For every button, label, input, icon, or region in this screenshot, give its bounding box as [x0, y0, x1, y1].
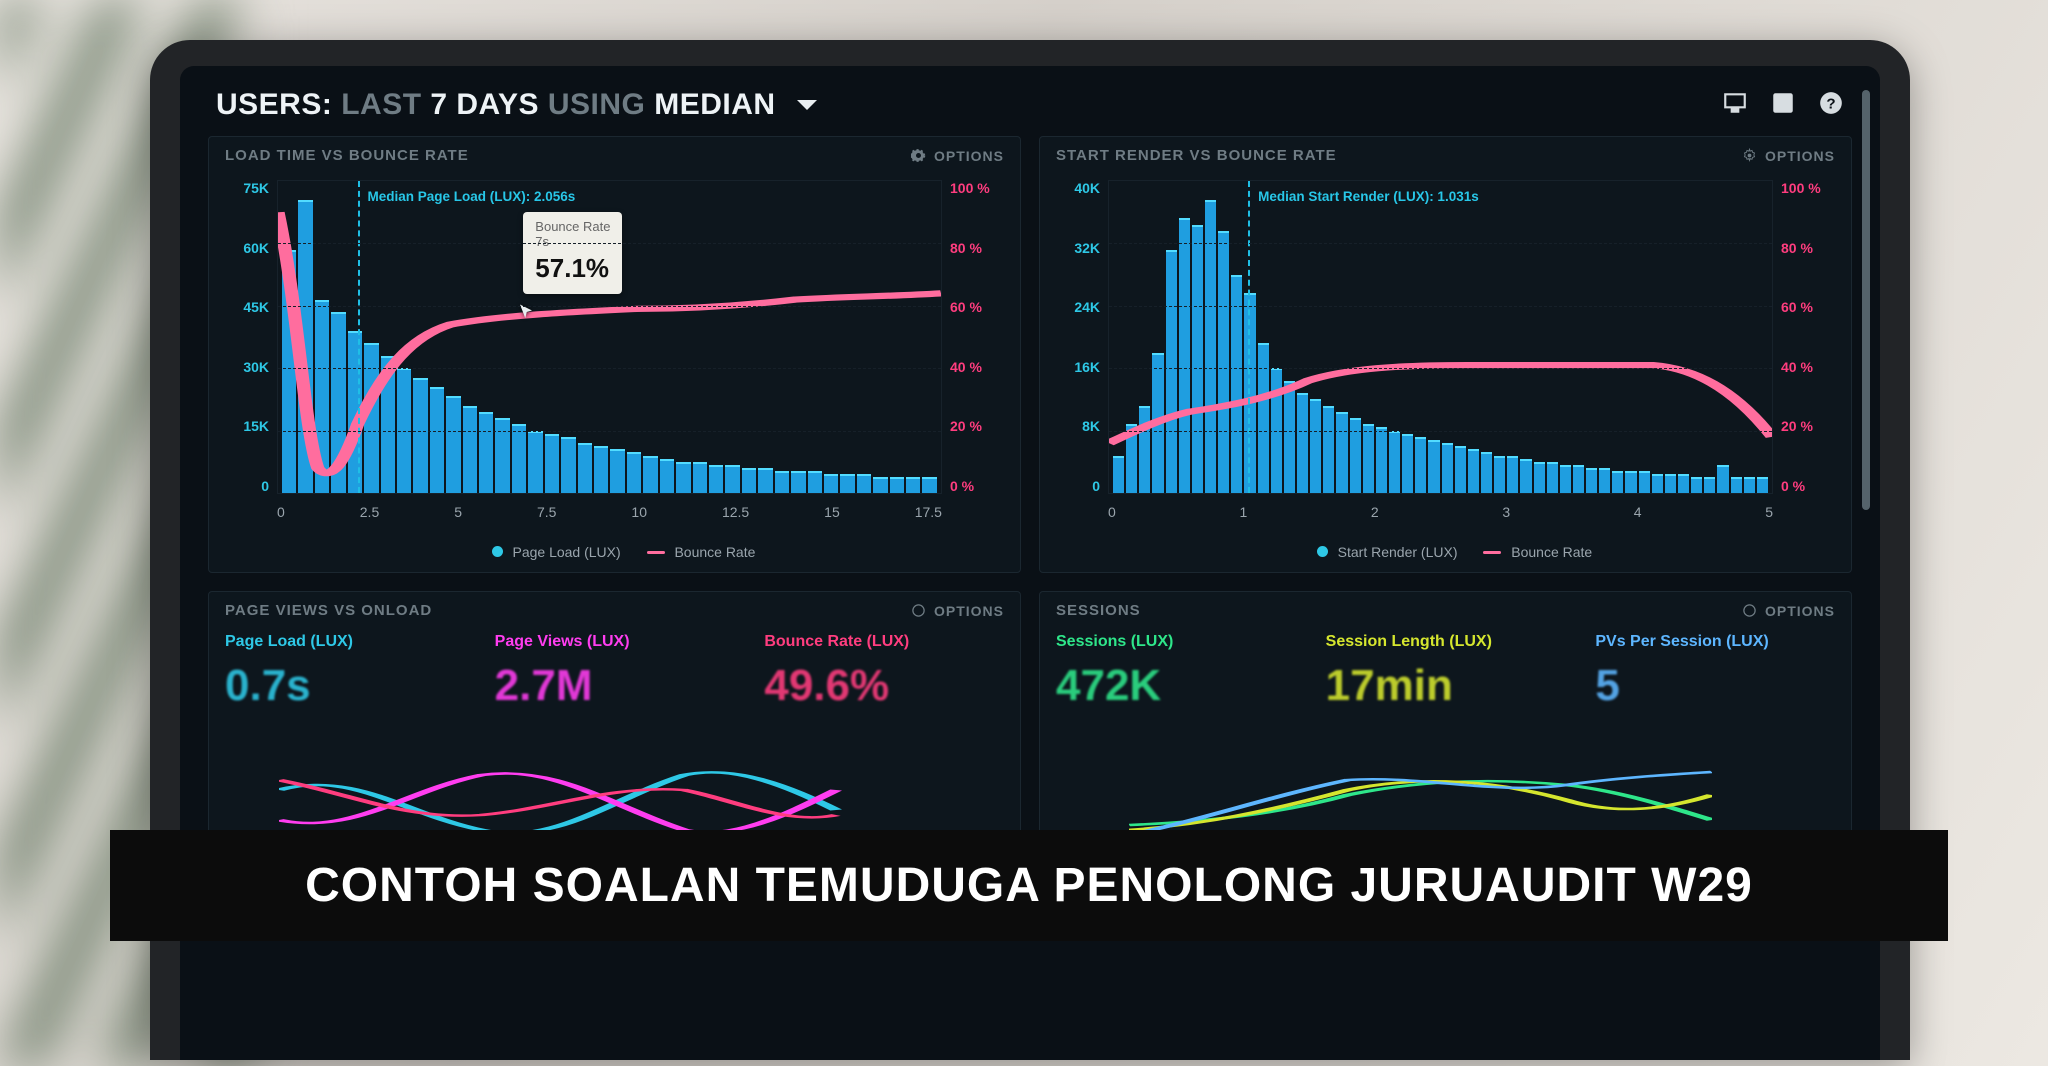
options-button[interactable]: OPTIONS [911, 148, 1004, 164]
scrollbar[interactable] [1862, 90, 1870, 510]
metric-value: 5 [1595, 651, 1835, 711]
monitor-icon[interactable] [1722, 90, 1748, 121]
options-button[interactable]: OPTIONS [1742, 603, 1835, 619]
legend-dot-bar [1317, 546, 1328, 557]
metric-value: 2.7M [495, 651, 735, 711]
gear-icon [911, 148, 926, 163]
metric-label: Session Length (LUX) [1326, 633, 1566, 651]
metric-label: Page Views (LUX) [495, 633, 735, 651]
caption-bar: CONTOH SOALAN TEMUDUGA PENOLONG JURUAUDI… [110, 830, 1948, 941]
y-axis-left: 75K60K45K30K15K0 [225, 180, 269, 494]
metric-label: PVs Per Session (LUX) [1595, 633, 1835, 651]
header-title[interactable]: USERS: LAST 7 DAYS USING MEDIAN [216, 88, 822, 122]
panel-title: PAGE VIEWS VS ONLOAD [225, 602, 432, 619]
median-line [1248, 181, 1250, 493]
chevron-down-icon[interactable] [792, 88, 822, 122]
tooltip: Bounce Rate 7s 57.1% [523, 212, 622, 294]
median-line [358, 181, 360, 493]
panel-title: SESSIONS [1056, 602, 1141, 619]
header: USERS: LAST 7 DAYS USING MEDIAN ? [208, 84, 1852, 136]
options-button[interactable]: OPTIONS [1742, 148, 1835, 164]
median-label: Median Start Render (LUX): 1.031s [1258, 189, 1479, 204]
metric-value: 49.6% [764, 651, 1004, 711]
legend: Page Load (LUX) Bounce Rate [225, 534, 1004, 560]
metric-value: 17min [1326, 651, 1566, 711]
help-icon[interactable]: ? [1818, 90, 1844, 121]
panel-title: START RENDER VS BOUNCE RATE [1056, 147, 1337, 164]
median-label: Median Page Load (LUX): 2.056s [368, 189, 576, 204]
share-icon[interactable] [1770, 90, 1796, 121]
header-median: MEDIAN [654, 88, 775, 121]
header-7days: 7 DAYS [430, 88, 539, 121]
metric-label: Page Load (LUX) [225, 633, 465, 651]
y-axis-left: 40K32K24K16K8K0 [1056, 180, 1100, 494]
panel-load-time: LOAD TIME VS BOUNCE RATE OPTIONS 75K60K4… [208, 136, 1021, 573]
metric-value: 472K [1056, 651, 1296, 711]
legend-dash-line [647, 551, 665, 554]
legend: Start Render (LUX) Bounce Rate [1056, 534, 1835, 560]
panel-start-render: START RENDER VS BOUNCE RATE OPTIONS 40K3… [1039, 136, 1852, 573]
header-prefix: USERS: [216, 88, 332, 121]
plot: Median Start Render (LUX): 1.031s [1108, 180, 1773, 494]
metric-value: 0.7s [225, 651, 465, 711]
panel-title: LOAD TIME VS BOUNCE RATE [225, 147, 469, 164]
header-using: USING [548, 88, 646, 121]
metric-label: Bounce Rate (LUX) [764, 633, 1004, 651]
gear-icon [911, 603, 926, 618]
legend-dash-line [1483, 551, 1501, 554]
chart-area[interactable]: 40K32K24K16K8K0 100 %80 %60 %40 %20 %0 %… [1056, 174, 1835, 534]
svg-text:?: ? [1826, 95, 1835, 112]
y-axis-right: 100 %80 %60 %40 %20 %0 % [950, 180, 1004, 494]
y-axis-right: 100 %80 %60 %40 %20 %0 % [1781, 180, 1835, 494]
header-last: LAST [341, 88, 421, 121]
options-button[interactable]: OPTIONS [911, 603, 1004, 619]
x-axis: 02.557.51012.51517.5 [277, 504, 942, 520]
legend-dot-bar [492, 546, 503, 557]
plot: Median Page Load (LUX): 2.056s Bounce Ra… [277, 180, 942, 494]
metric-label: Sessions (LUX) [1056, 633, 1296, 651]
gear-icon [1742, 603, 1757, 618]
chart-area[interactable]: 75K60K45K30K15K0 100 %80 %60 %40 %20 %0 … [225, 174, 1004, 534]
panel-sessions: SESSIONS OPTIONS Sessions (LUX)472K Sessi… [1039, 591, 1852, 863]
x-axis: 012345 [1108, 504, 1773, 520]
gear-icon [1742, 148, 1757, 163]
panel-page-views: PAGE VIEWS VS ONLOAD OPTIONS Page Load (… [208, 591, 1021, 863]
